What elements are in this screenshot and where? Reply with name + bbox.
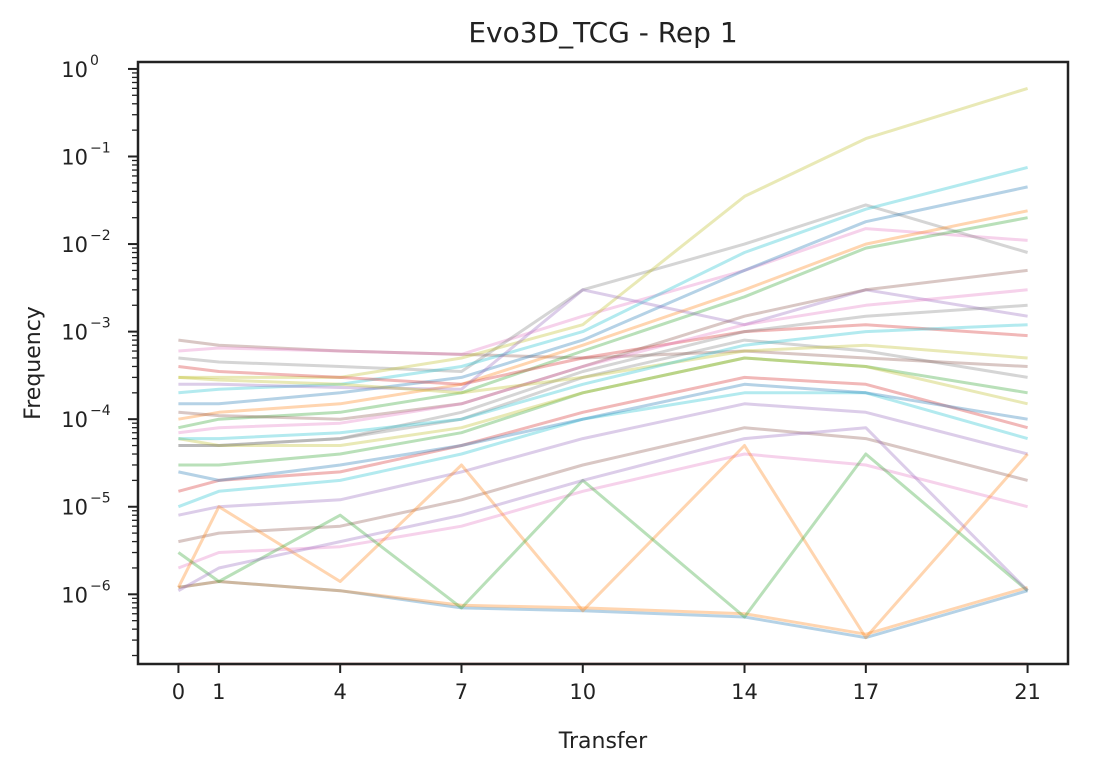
y-tick-exponent: 0 [90, 53, 99, 69]
series-line [178, 185, 1028, 406]
series-line [178, 356, 1028, 467]
y-tick-label: 10 [61, 496, 88, 520]
series-line [178, 288, 1028, 435]
series-line [177, 391, 1029, 509]
series-line [178, 580, 1029, 640]
x-axis-label: Transfer [558, 729, 648, 754]
series-line [178, 356, 1028, 447]
y-tick-exponent: −5 [90, 491, 111, 507]
series-line [178, 268, 1028, 421]
y-tick-exponent: −4 [90, 403, 111, 419]
series-line [178, 323, 1028, 441]
y-tick-exponent: −1 [90, 140, 111, 156]
y-axis-label: Frequency [21, 306, 46, 420]
y-tick-exponent: −3 [90, 316, 111, 332]
y-tick-label: 10 [61, 408, 88, 432]
series-line [178, 86, 1029, 379]
series-line [178, 375, 1028, 493]
chart-title: Evo3D_TCG - Rep 1 [468, 16, 737, 49]
series-line [178, 303, 1028, 447]
y-tick-exponent: −6 [90, 578, 111, 594]
y-tick-label: 10 [61, 321, 88, 345]
series-line [177, 452, 1029, 619]
series-line [178, 343, 1028, 395]
y-tick-label: 10 [61, 233, 88, 257]
series-line [177, 426, 1029, 593]
series-line [178, 382, 1028, 482]
series-lines [177, 86, 1029, 666]
series-line [178, 203, 1029, 373]
series-line [178, 165, 1028, 395]
series-line [178, 288, 1028, 391]
x-tick-label: 17 [852, 680, 879, 704]
series-line [178, 209, 1028, 421]
series-line [177, 444, 1029, 640]
series-line [178, 580, 1029, 636]
series-line [178, 338, 1028, 447]
y-tick-exponent: −2 [90, 228, 111, 244]
series-line [178, 323, 1028, 386]
series-line [178, 216, 1028, 430]
series-line [178, 426, 1028, 544]
y-tick-label: 10 [61, 58, 88, 82]
x-tick-label: 10 [569, 680, 596, 704]
x-tick-label: 21 [1014, 680, 1041, 704]
y-tick-label: 10 [61, 145, 88, 169]
series-line [178, 402, 1028, 517]
plot-frame [136, 60, 1070, 666]
x-tick-label: 1 [212, 680, 225, 704]
x-tick-label: 0 [172, 680, 185, 704]
series-line [177, 452, 1028, 570]
series-line [178, 227, 1028, 356]
x-tick-label: 7 [455, 680, 468, 704]
y-tick-label: 10 [61, 583, 88, 607]
series-line [178, 338, 1028, 368]
x-tick-label: 14 [731, 680, 758, 704]
x-tick-label: 4 [333, 680, 346, 704]
